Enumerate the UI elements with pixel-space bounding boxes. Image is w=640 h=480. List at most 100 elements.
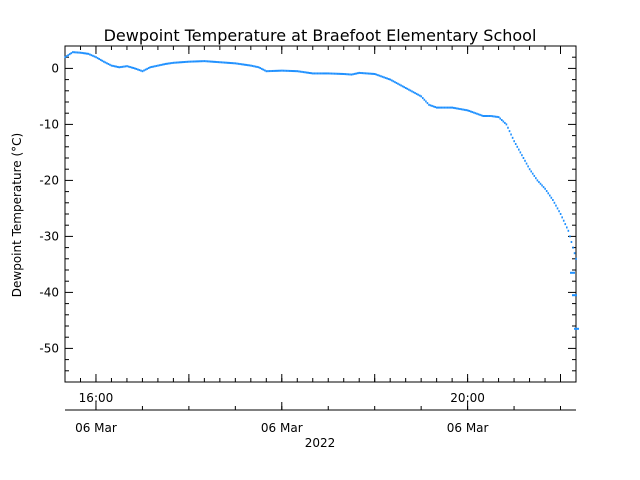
data-point <box>127 65 130 68</box>
data-point <box>394 81 396 84</box>
data-point <box>208 60 210 63</box>
data-point <box>377 74 379 77</box>
data-point <box>429 104 432 107</box>
data-point <box>431 104 433 107</box>
data-point <box>290 69 292 72</box>
data-point <box>370 72 373 75</box>
data-point <box>329 72 331 75</box>
data-point <box>140 69 142 72</box>
data-point <box>307 71 310 74</box>
data-point <box>89 53 91 56</box>
data-point <box>485 115 488 117</box>
data-point <box>381 75 384 78</box>
data-point <box>474 112 477 115</box>
data-point <box>287 69 289 72</box>
data-point <box>463 108 466 111</box>
data-point <box>229 62 232 65</box>
data-point <box>395 81 398 84</box>
data-point <box>110 64 113 67</box>
data-point <box>67 54 69 57</box>
data-point <box>491 115 494 118</box>
data-point <box>341 72 344 75</box>
data-point <box>572 246 574 249</box>
data-point <box>240 63 243 66</box>
data-point <box>456 107 458 110</box>
data-point <box>404 87 407 89</box>
data-point <box>112 64 114 67</box>
data-point <box>448 106 450 109</box>
data-point <box>408 88 410 91</box>
data-point <box>558 210 560 213</box>
data-point <box>231 62 234 65</box>
data-point <box>514 143 517 145</box>
data-point <box>500 119 503 122</box>
data-point <box>123 65 125 68</box>
date-axis-label: 06 Mar <box>447 421 489 435</box>
data-point <box>257 66 260 69</box>
data-point <box>319 72 322 75</box>
data-point <box>301 70 303 73</box>
data-point <box>533 174 536 177</box>
data-point <box>321 72 323 75</box>
data-point <box>343 73 345 75</box>
data-point <box>504 121 506 124</box>
data-point <box>470 110 472 113</box>
data-point <box>189 60 192 63</box>
data-point <box>270 70 272 73</box>
date-axis-label: 06 Mar <box>75 421 117 435</box>
data-point <box>288 69 291 72</box>
data-point <box>318 72 320 75</box>
data-point <box>380 75 382 78</box>
data-point <box>449 106 452 109</box>
data-point <box>191 60 193 63</box>
data-point <box>96 57 99 60</box>
data-point <box>144 68 147 71</box>
data-point <box>237 62 240 65</box>
data-point <box>322 72 325 75</box>
data-point <box>81 51 83 54</box>
data-point <box>180 61 183 64</box>
data-point <box>85 52 88 55</box>
data-point <box>406 87 409 90</box>
data-point <box>234 62 237 65</box>
data-point <box>271 69 274 72</box>
data-point <box>389 78 392 81</box>
data-point <box>346 73 348 76</box>
data-point <box>460 108 463 111</box>
data-point <box>65 55 68 58</box>
date-axis-label: 06 Mar <box>261 421 303 435</box>
data-point <box>137 68 139 71</box>
data-point <box>567 229 570 232</box>
data-point <box>562 219 565 222</box>
data-point <box>120 66 122 69</box>
data-point <box>308 71 311 74</box>
data-point <box>250 64 252 67</box>
data-point <box>163 63 166 66</box>
data-point <box>312 72 314 75</box>
data-point <box>98 57 100 60</box>
data-point <box>79 51 82 54</box>
data-point <box>505 123 508 126</box>
data-point <box>415 92 418 95</box>
data-point <box>372 72 375 75</box>
data-point <box>133 67 136 70</box>
data-point <box>225 61 227 64</box>
data-point <box>277 69 280 72</box>
data-point <box>401 85 404 88</box>
data-point <box>521 154 523 157</box>
data-point <box>254 65 257 68</box>
data-point <box>268 70 271 73</box>
data-point <box>363 72 365 75</box>
data-point <box>143 69 145 72</box>
data-point <box>446 106 449 109</box>
data-point <box>126 65 128 68</box>
data-point <box>293 70 296 73</box>
data-point <box>245 63 248 66</box>
data-point <box>442 106 444 109</box>
data-point <box>265 70 268 73</box>
data-point <box>295 70 297 73</box>
data-point <box>336 72 339 75</box>
data-point <box>417 93 419 96</box>
data-point <box>116 65 119 68</box>
data-point <box>547 192 550 195</box>
